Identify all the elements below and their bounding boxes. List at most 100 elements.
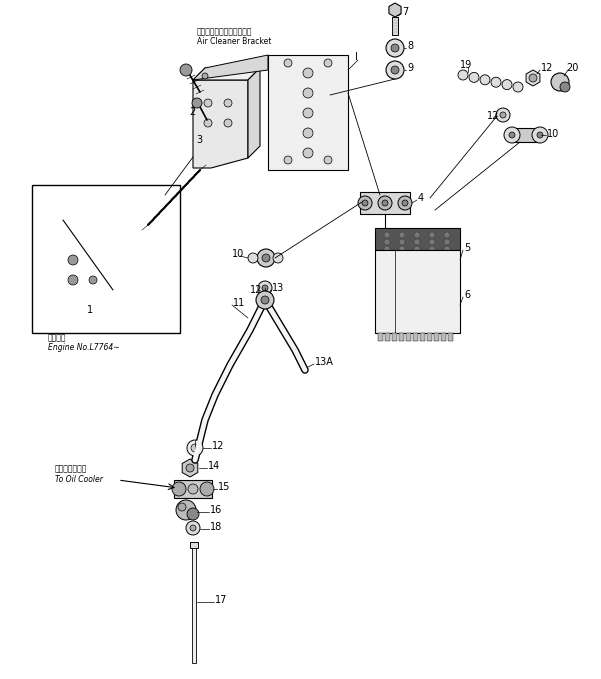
Bar [406, 333, 411, 341]
Circle shape [68, 275, 78, 285]
Circle shape [391, 44, 399, 52]
Text: 2: 2 [189, 107, 195, 117]
Circle shape [399, 246, 405, 252]
Bar [434, 333, 439, 341]
Text: 17: 17 [215, 595, 227, 605]
Text: Engine No.L7764∼: Engine No.L7764∼ [48, 344, 120, 352]
Circle shape [504, 127, 520, 143]
Circle shape [186, 464, 194, 472]
Text: 20: 20 [566, 63, 578, 73]
Circle shape [187, 508, 199, 520]
Circle shape [386, 61, 404, 79]
Text: 18: 18 [210, 522, 222, 532]
Bar [192, 548, 196, 663]
Circle shape [429, 239, 435, 245]
Text: 9: 9 [407, 63, 413, 73]
Circle shape [402, 200, 408, 206]
Text: 3: 3 [196, 135, 202, 145]
Circle shape [399, 232, 405, 238]
Text: 14: 14 [208, 461, 220, 471]
Circle shape [68, 255, 78, 265]
Circle shape [273, 253, 283, 263]
Circle shape [204, 99, 212, 107]
Circle shape [324, 59, 332, 67]
Text: エアークリーナブラケット: エアークリーナブラケット [197, 28, 252, 37]
Circle shape [444, 246, 450, 252]
Bar [413, 333, 418, 341]
Polygon shape [193, 55, 268, 80]
Circle shape [399, 239, 405, 245]
Text: 19: 19 [460, 60, 472, 70]
Polygon shape [193, 80, 248, 168]
Circle shape [258, 281, 272, 295]
Polygon shape [182, 459, 198, 477]
Text: 4: 4 [418, 193, 424, 203]
Circle shape [378, 196, 392, 210]
Circle shape [444, 232, 450, 238]
Polygon shape [193, 68, 260, 80]
Bar [392, 333, 397, 341]
Circle shape [180, 64, 192, 76]
Circle shape [191, 444, 199, 452]
Circle shape [384, 232, 390, 238]
Polygon shape [58, 215, 118, 295]
Circle shape [204, 119, 212, 127]
Circle shape [192, 98, 202, 108]
Circle shape [284, 59, 292, 67]
Bar [32, 185, 180, 333]
Circle shape [188, 484, 198, 494]
Text: To Oil Cooler: To Oil Cooler [55, 475, 103, 483]
Bar [360, 192, 410, 214]
Circle shape [382, 200, 388, 206]
Circle shape [224, 99, 232, 107]
Bar [190, 542, 198, 548]
Bar [174, 480, 212, 498]
Circle shape [303, 68, 313, 78]
Circle shape [89, 276, 97, 284]
Circle shape [200, 482, 214, 496]
Text: 5: 5 [464, 243, 470, 253]
Polygon shape [526, 70, 540, 86]
Circle shape [256, 291, 274, 309]
Bar [392, 17, 398, 35]
Circle shape [398, 196, 412, 210]
Circle shape [513, 82, 523, 92]
Circle shape [303, 108, 313, 118]
Polygon shape [118, 285, 130, 310]
Text: 7: 7 [402, 7, 408, 17]
Text: 12: 12 [541, 63, 554, 73]
Circle shape [560, 82, 570, 92]
Text: オイルクーラヘ: オイルクーラヘ [55, 464, 87, 473]
Text: 11: 11 [233, 298, 245, 308]
Text: 15: 15 [218, 482, 230, 492]
Text: 適用底雪: 適用底雪 [48, 333, 67, 342]
Circle shape [303, 128, 313, 138]
Circle shape [358, 196, 372, 210]
Circle shape [509, 132, 515, 138]
Circle shape [386, 39, 404, 57]
Text: 13A: 13A [315, 357, 334, 367]
Circle shape [496, 108, 510, 122]
Circle shape [262, 254, 270, 262]
Text: 12: 12 [250, 285, 263, 295]
Text: 12: 12 [487, 111, 499, 121]
Circle shape [444, 239, 450, 245]
Text: 10: 10 [547, 129, 560, 139]
Circle shape [202, 73, 208, 79]
Circle shape [529, 74, 537, 82]
Text: 8: 8 [407, 41, 413, 51]
Polygon shape [389, 3, 401, 17]
Circle shape [303, 148, 313, 158]
Circle shape [190, 525, 196, 531]
Circle shape [362, 200, 368, 206]
Circle shape [532, 127, 548, 143]
Text: Air Cleaner Bracket: Air Cleaner Bracket [197, 37, 272, 46]
Bar [441, 333, 446, 341]
Circle shape [500, 112, 506, 118]
Circle shape [458, 70, 468, 80]
Text: 12: 12 [212, 441, 224, 451]
Circle shape [303, 88, 313, 98]
Bar [427, 333, 432, 341]
Circle shape [261, 296, 269, 304]
Circle shape [480, 75, 490, 85]
